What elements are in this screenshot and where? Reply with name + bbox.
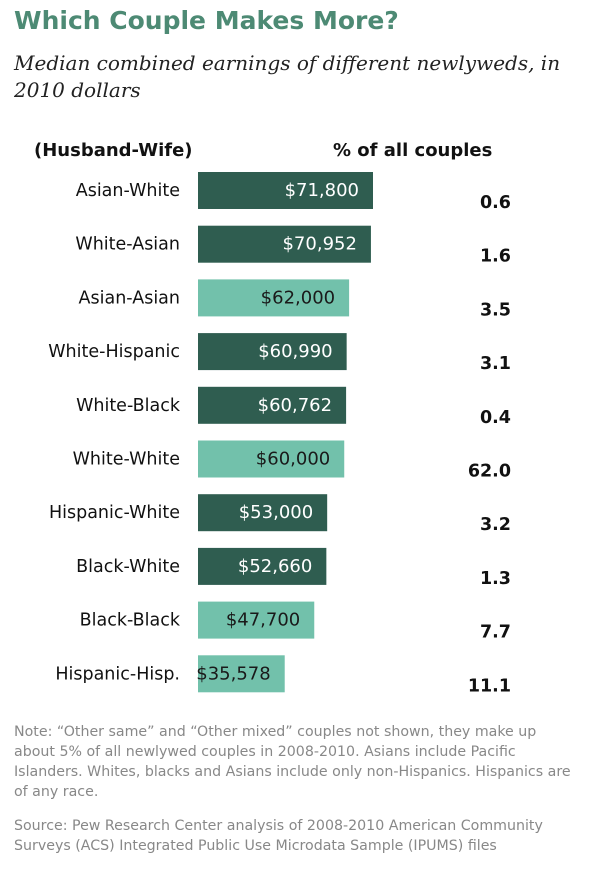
share-value: 7.7	[480, 623, 511, 643]
share-value: 1.3	[480, 569, 511, 589]
bar	[198, 547, 327, 585]
category-header: (Husband-Wife)	[34, 140, 193, 161]
bar	[198, 386, 347, 424]
bar-value-label: $60,990	[258, 341, 332, 362]
category-label: White-Hispanic	[48, 342, 180, 362]
bar	[198, 655, 285, 693]
category-label: Asian-Asian	[79, 288, 180, 308]
category-label: Hispanic-Hisp.	[55, 664, 180, 684]
bar-value-label: $60,000	[256, 449, 330, 470]
share-value: 3.1	[480, 354, 511, 374]
bar-value-label: $35,578	[196, 663, 270, 684]
share-value: 62.0	[468, 462, 511, 482]
bar	[198, 172, 373, 209]
share-value: 0.4	[480, 408, 511, 428]
share-header: % of all couples	[333, 140, 493, 161]
share-value: 3.2	[480, 515, 511, 535]
category-label: Hispanic-White	[49, 503, 180, 523]
chart-title: Which Couple Makes More?	[14, 6, 399, 35]
earnings-bar-chart: Asian-White $71,800 0.6 White-Asian $70,952 1…	[48, 172, 511, 696]
share-value: 3.5	[480, 300, 511, 320]
bar-value-label: $71,800	[285, 180, 359, 201]
bar	[198, 494, 328, 532]
bar	[198, 279, 350, 317]
bar-value-label: $60,762	[258, 395, 332, 416]
category-label: White-Black	[76, 396, 181, 416]
bar	[198, 440, 345, 478]
category-label: Black-White	[76, 557, 180, 577]
bar-value-label: $53,000	[239, 502, 313, 523]
chart-subtitle: Median combined earnings of different ne…	[14, 51, 561, 102]
bar	[198, 333, 347, 371]
bar	[198, 225, 371, 263]
share-value: 11.1	[468, 676, 511, 696]
footnote: Note: “Other same” and “Other mixed” cou…	[14, 724, 571, 800]
bar-value-label: $47,700	[226, 610, 300, 631]
category-label: White-Asian	[75, 235, 180, 255]
category-label: White-White	[73, 450, 180, 470]
bar-value-label: $62,000	[261, 287, 335, 308]
bar-value-label: $70,952	[282, 234, 356, 255]
bar	[198, 601, 315, 639]
share-value: 1.6	[480, 247, 511, 267]
bar-value-label: $52,660	[238, 556, 312, 577]
category-label: Asian-White	[76, 181, 180, 201]
share-value: 0.6	[480, 193, 511, 213]
source-note: Source: Pew Research Center analysis of …	[14, 818, 543, 854]
category-label: Black-Black	[80, 611, 181, 631]
